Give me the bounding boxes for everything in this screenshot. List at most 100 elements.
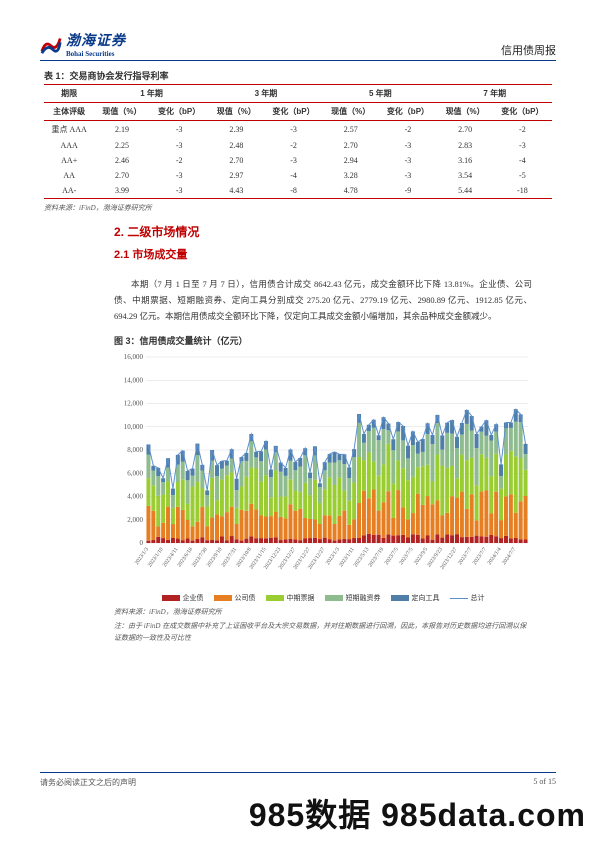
rating-cell: AAA: [44, 138, 94, 153]
page-footer: 请务必阅读正文之后的声明 5 of 15: [40, 772, 556, 788]
svg-text:2023/7/19: 2023/7/19: [367, 547, 385, 569]
table-cell: 2.25: [94, 138, 149, 153]
table1-title: 表 1：交易商协会发行指导利率: [44, 69, 552, 82]
footer-right: 5 of 15: [533, 777, 556, 788]
table-cell: 2.48: [209, 138, 264, 153]
legend-label: 公司债: [235, 593, 256, 603]
table-cell: 3.54: [438, 168, 493, 183]
table-cell: -3: [150, 138, 209, 153]
legend-label: 定向工具: [412, 593, 440, 603]
svg-text:2024/7/7: 2024/7/7: [501, 547, 517, 567]
legend-label: 企业债: [183, 593, 204, 603]
legend-swatch: [325, 595, 343, 601]
table-cell: 2.70: [438, 121, 493, 139]
table-cell: 2.83: [438, 138, 493, 153]
table-cell: 3.99: [94, 183, 149, 199]
table-cell: -3: [264, 121, 323, 139]
th-rating: 主体评级: [44, 103, 94, 121]
table-cell: 3.16: [438, 153, 493, 168]
footer-left: 请务必阅读正文之后的声明: [40, 777, 136, 788]
table-cell: 2.19: [94, 121, 149, 139]
legend-item: 中期票据: [266, 593, 315, 603]
table-cell: -3: [493, 138, 552, 153]
th-1y: 1 年期: [94, 85, 208, 103]
th-sub: 现值（%）: [94, 103, 149, 121]
legend-item: 短期融资券: [325, 593, 381, 603]
section-para: 本期（7 月 1 日至 7 月 7 日），信用债合计成交 8642.43 亿元，…: [114, 276, 532, 324]
legend-swatch: [391, 595, 409, 601]
svg-text:14,000: 14,000: [124, 377, 144, 385]
fig3-source: 资料来源：iFinD，渤海证券研究所: [114, 607, 532, 617]
th-sub: 变化（bP）: [264, 103, 323, 121]
fig3-note: 注：由于 iFinD 在成交数据中补充了上证固收平台及大宗交易数据，并对往期数据…: [114, 621, 532, 643]
fig3-title: 图 3：信用债成交量统计（亿元）: [114, 334, 532, 347]
svg-text:0: 0: [140, 539, 144, 547]
table-cell: -9: [378, 183, 437, 199]
legend-swatch: [266, 595, 284, 601]
th-sub: 变化（bP）: [378, 103, 437, 121]
svg-text:16,000: 16,000: [124, 353, 144, 361]
rating-cell: AA-: [44, 183, 94, 199]
table-cell: 2.70: [94, 168, 149, 183]
table-cell: 2.70: [323, 138, 378, 153]
svg-text:2,000: 2,000: [127, 516, 143, 524]
legend-item: 总计: [450, 593, 485, 603]
legend-label: 短期融资券: [346, 593, 381, 603]
th-7y: 7 年期: [438, 85, 552, 103]
report-title: 信用债周报: [501, 42, 556, 58]
table-cell: -2: [150, 153, 209, 168]
th-sub: 变化（bP）: [493, 103, 552, 121]
legend-swatch: [450, 598, 468, 599]
th-period: 期限: [44, 85, 94, 103]
table-cell: -3: [150, 183, 209, 199]
th-3y: 3 年期: [209, 85, 323, 103]
th-5y: 5 年期: [323, 85, 437, 103]
section-h2: 2. 二级市场情况: [114, 223, 532, 240]
table-cell: -3: [150, 121, 209, 139]
table-cell: 2.97: [209, 168, 264, 183]
table-cell: 2.70: [209, 153, 264, 168]
table-cell: 2.94: [323, 153, 378, 168]
table-cell: -3: [378, 153, 437, 168]
section-h3: 2.1 市场成交量: [114, 246, 532, 262]
table-cell: -4: [264, 168, 323, 183]
table-cell: -5: [493, 168, 552, 183]
legend-swatch: [162, 595, 180, 601]
legend-label: 中期票据: [287, 593, 315, 603]
table-cell: 2.57: [323, 121, 378, 139]
logo-text-en: Bohai Securities: [66, 50, 126, 58]
svg-text:6,000: 6,000: [127, 470, 143, 478]
rating-cell: 重点 AAA: [44, 121, 94, 139]
table-cell: 4.43: [209, 183, 264, 199]
fig3-chart: 02,0004,0006,0008,00010,00012,00014,0001…: [114, 351, 532, 603]
th-sub: 变化（bP）: [150, 103, 209, 121]
table-cell: -2: [264, 138, 323, 153]
legend-item: 公司债: [214, 593, 256, 603]
legend-item: 定向工具: [391, 593, 440, 603]
logo: 渤海证券 Bohai Securities: [40, 30, 126, 58]
watermark: 985数据 985data.com: [0, 790, 586, 836]
svg-text:4,000: 4,000: [127, 493, 143, 501]
table-cell: 2.39: [209, 121, 264, 139]
legend-swatch: [214, 595, 232, 601]
table-cell: 2.46: [94, 153, 149, 168]
table-cell: 3.28: [323, 168, 378, 183]
rating-cell: AA+: [44, 153, 94, 168]
th-sub: 现值（%）: [323, 103, 378, 121]
table-cell: -3: [264, 153, 323, 168]
legend-item: 企业债: [162, 593, 204, 603]
table-cell: -2: [493, 121, 552, 139]
table1: 期限 1 年期 3 年期 5 年期 7 年期 主体评级 现值（%） 变化（bP）…: [44, 84, 552, 199]
svg-text:12,000: 12,000: [124, 400, 144, 408]
table-cell: -8: [264, 183, 323, 199]
table1-source: 资料来源：iFinD，渤海证券研究所: [44, 203, 552, 213]
table-cell: -3: [378, 138, 437, 153]
page-header: 渤海证券 Bohai Securities 信用债周报: [40, 30, 556, 61]
rating-cell: AA: [44, 168, 94, 183]
logo-text-cn: 渤海证券: [66, 30, 126, 50]
svg-text:8,000: 8,000: [127, 446, 143, 454]
fig3-legend: 企业债 公司债 中期票据 短期融资券 定向工具总计: [114, 593, 532, 603]
th-sub: 现值（%）: [209, 103, 264, 121]
table-cell: -3: [378, 168, 437, 183]
th-sub: 现值（%）: [438, 103, 493, 121]
